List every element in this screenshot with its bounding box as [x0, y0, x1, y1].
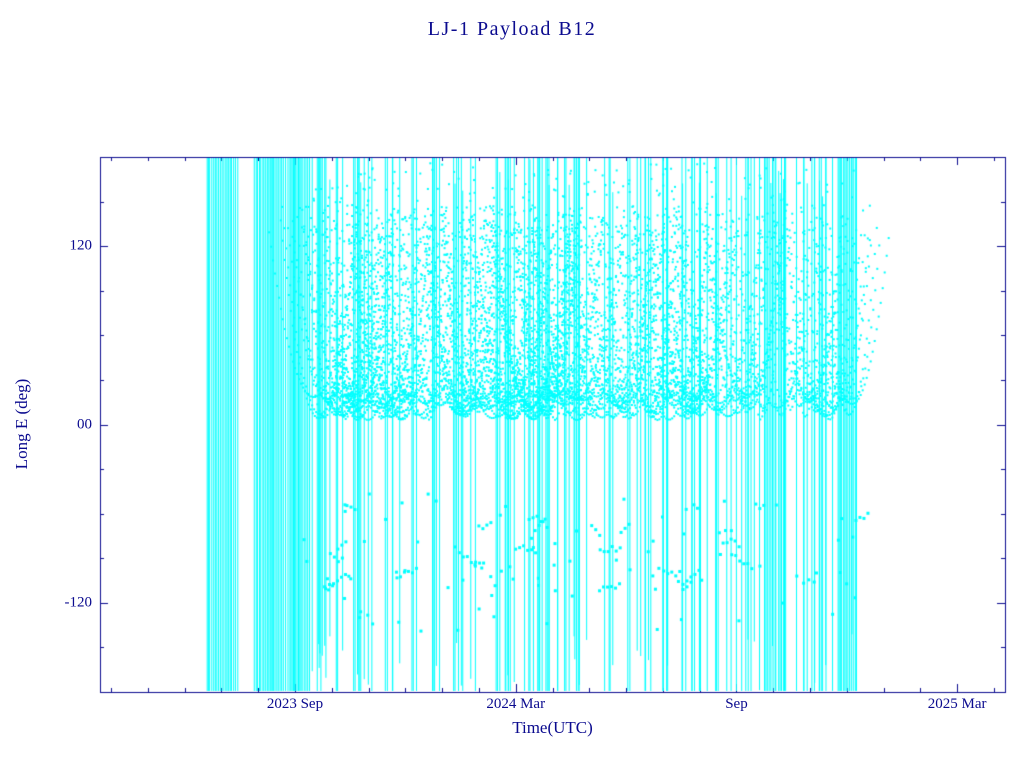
- x-axis-label: Time(UTC): [512, 718, 593, 737]
- x-tick-label: Sep: [725, 696, 748, 712]
- y-tick-label: 00: [77, 416, 92, 432]
- y-tick-label: -120: [64, 594, 93, 611]
- x-tick-label: 2023 Sep: [266, 696, 324, 712]
- chart-title: LJ-1 Payload B12: [427, 18, 597, 40]
- y-axis-label: Long E (deg): [12, 378, 31, 470]
- x-tick-label: 2025 Mar: [927, 696, 987, 712]
- y-tick-label: 120: [69, 237, 93, 254]
- x-tick-label: 2024 Mar: [486, 696, 546, 712]
